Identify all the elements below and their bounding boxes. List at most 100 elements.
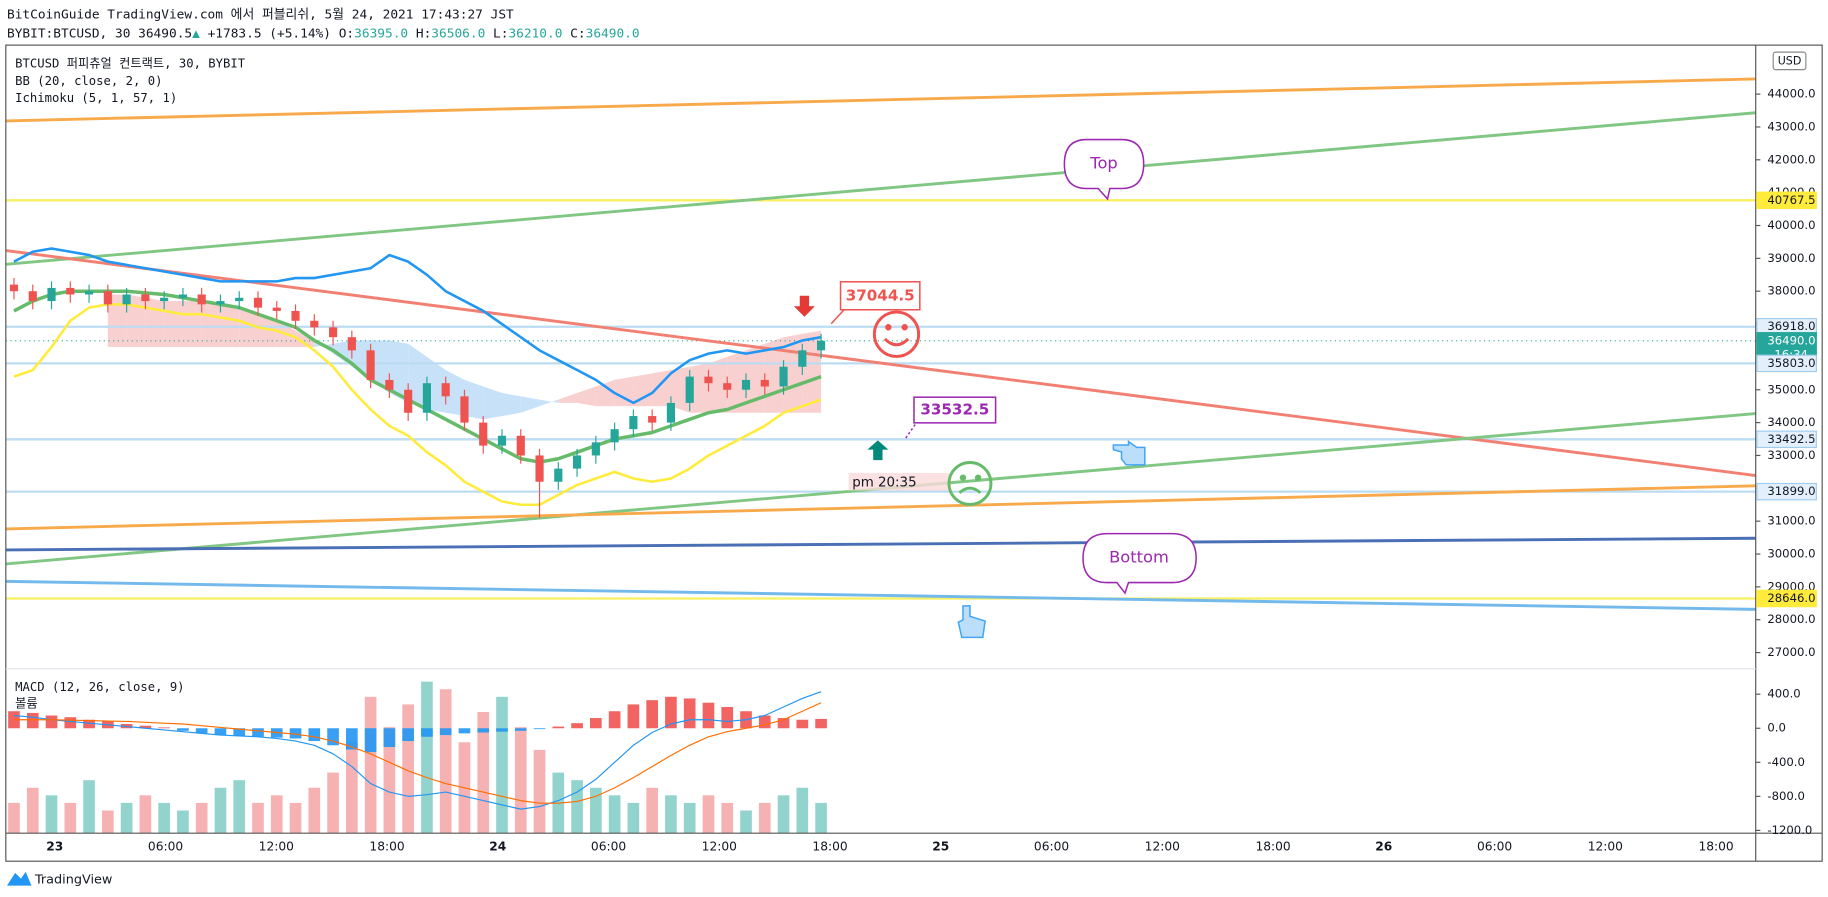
macd-histogram-bar [477, 728, 490, 733]
candle-body [385, 379, 394, 390]
legend-symbol: BTCUSD 퍼피츄얼 컨트랙트, 30, BYBIT [15, 56, 246, 70]
volume-bar [252, 802, 264, 834]
candle-body [310, 320, 319, 328]
volume-bar [158, 802, 170, 834]
candle-body [817, 340, 826, 351]
candle-body [666, 402, 676, 423]
x-tick-label: 25 [932, 840, 949, 854]
y-tick-label: 35000.0 [1767, 382, 1815, 396]
volume-bar [214, 787, 227, 834]
candle-layer [9, 278, 826, 518]
cloud-segment [558, 393, 578, 403]
volume-bar [627, 802, 640, 834]
currency-box[interactable] [1772, 51, 1807, 71]
volume-bar [514, 727, 527, 834]
candle-body [591, 442, 600, 456]
y-tick-label: 43000.0 [1767, 119, 1815, 133]
x-tick-label: 24 [489, 840, 506, 854]
cloud-segment [483, 386, 503, 420]
y-tick-label: 27000.0 [1767, 645, 1815, 659]
volume-bar [477, 711, 490, 834]
volume-bar [533, 749, 546, 834]
y-tick-label: 0.0 [1767, 721, 1786, 735]
volume-bar [8, 802, 20, 834]
macd-histogram-bar [64, 717, 77, 729]
macd-histogram-bar [458, 728, 471, 734]
candle-body [441, 383, 450, 397]
volume-bar [815, 802, 827, 834]
x-tick-label: 18:00 [1698, 840, 1733, 854]
last: 36490.5 [138, 26, 192, 41]
cloud-segment [595, 379, 615, 407]
smiley-mouth [883, 337, 910, 347]
macd-line [13, 691, 822, 810]
candle-body [572, 455, 582, 469]
x-tick-label: 18:00 [1255, 840, 1290, 854]
header-title: BitCoinGuide TradingView.com 에서 퍼블리쉬, 5월… [7, 7, 514, 22]
y-tick-label: 30000.0 [1767, 547, 1815, 561]
macd-histogram-bar [439, 728, 452, 736]
cloud-segment [502, 393, 521, 417]
x-tick-label: 12:00 [259, 840, 294, 854]
candle-body [648, 416, 657, 423]
callout-text: 37044.5 [846, 286, 915, 304]
callout-text: Top [1089, 154, 1118, 173]
y-tick-label: 40000.0 [1767, 218, 1815, 232]
cloud-segment [746, 343, 765, 413]
cloud-segment [145, 297, 165, 348]
volume-bar [346, 742, 358, 834]
macd-histogram-bar [496, 728, 508, 732]
candle-body [704, 376, 713, 384]
macd-histogram-bar [252, 728, 264, 737]
cloud-segment [445, 370, 465, 417]
cloud-segment [539, 399, 559, 407]
smiley-mouth [958, 486, 982, 494]
symbol: BYBIT:BTCUSD, 30 [7, 26, 130, 41]
macd-histogram-bar [683, 698, 696, 729]
cloud-segment [520, 396, 540, 413]
legend-macd: MACD (12, 26, close, 9) [15, 680, 184, 694]
cloud-segment [802, 330, 822, 413]
annotation-top: Top [1063, 138, 1145, 201]
candle-body [84, 291, 94, 295]
legend-ichimoku: Ichimoku (5, 1, 57, 1) [15, 91, 177, 105]
callout-bubble [1082, 532, 1197, 595]
x-tick-label: 06:00 [148, 840, 183, 854]
candle-body [535, 455, 544, 482]
macd-histogram-bar [45, 715, 58, 729]
cloud-segment [708, 356, 728, 413]
macd-histogram-bar [514, 728, 527, 731]
candle-body [685, 376, 694, 403]
price-badge-label: 35803.0 [1767, 356, 1815, 370]
volume-bar [439, 689, 452, 834]
volume-bar [195, 802, 208, 834]
trendline [5, 536, 1756, 552]
candle-body [9, 284, 19, 292]
legend-volume: 볼륨 [15, 696, 38, 710]
candle-body [66, 287, 75, 295]
candle-body [366, 350, 375, 380]
candle-body [347, 337, 356, 351]
smiley-eye [885, 324, 892, 331]
candle-body [479, 422, 488, 446]
currency: USD [1778, 54, 1802, 67]
macd-histogram-bar [195, 728, 208, 734]
macd-histogram-bar [702, 702, 715, 729]
price-badge [1756, 354, 1817, 373]
price-badge-label: 33492.5 [1767, 432, 1815, 446]
x-tick-label: 23 [46, 840, 63, 854]
cloud-segment [370, 340, 390, 394]
macd-histogram-bar [139, 725, 152, 729]
macd-histogram-bar [571, 723, 583, 729]
macd-histogram-bar [608, 711, 621, 729]
smiley-face [947, 461, 993, 506]
candle-body [610, 429, 619, 443]
bb-upper [13, 247, 822, 405]
callout-bubble [1063, 138, 1145, 201]
candle-body [404, 389, 413, 413]
cloud-segment [164, 301, 183, 348]
footer-brand: TradingView [34, 872, 112, 887]
x-tick-label: 18:00 [369, 840, 404, 854]
macd-histogram-bar [590, 718, 602, 729]
